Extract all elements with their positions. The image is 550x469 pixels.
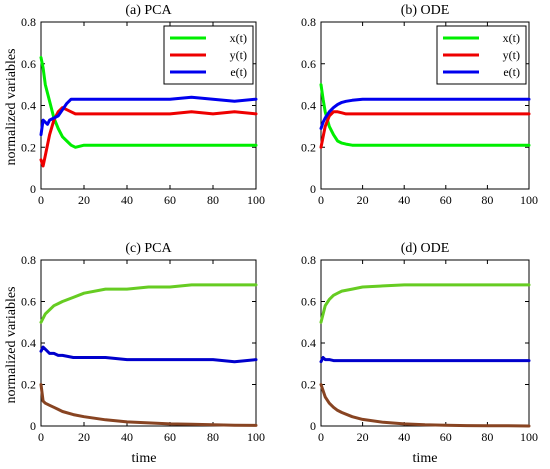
x-tick-label: 100 bbox=[247, 193, 265, 207]
panel-3: 0 20 40 60 80 100 0 0.2 0.4 0.6 0.8 (d) ODE bbox=[301, 241, 538, 444]
y-tick-label: 0.8 bbox=[301, 253, 316, 267]
legend-label: x(t) bbox=[230, 31, 247, 45]
y-tick-label: 0.8 bbox=[21, 15, 36, 29]
x-tick-label: 100 bbox=[247, 430, 265, 444]
legend-label: x(t) bbox=[503, 31, 520, 45]
y-tick-label: 0.6 bbox=[301, 295, 316, 309]
y-tick-label: 0 bbox=[310, 419, 316, 433]
x-tick-label: 80 bbox=[207, 430, 219, 444]
series-line-1 bbox=[319, 356, 531, 364]
panel-title: (b) ODE bbox=[401, 3, 450, 18]
series-line-0 bbox=[39, 283, 258, 324]
y-tick-label: 0 bbox=[30, 182, 36, 196]
legend: x(t) y(t) e(t) bbox=[163, 25, 254, 85]
x-tick-label: 0 bbox=[38, 430, 44, 444]
y-tick-label: 0.2 bbox=[21, 140, 36, 154]
y-tick-label: 0.4 bbox=[301, 336, 316, 350]
series-line-0 bbox=[319, 83, 531, 147]
y-tick-label: 0 bbox=[310, 182, 316, 196]
x-tick-label: 60 bbox=[440, 430, 452, 444]
x-tick-label: 60 bbox=[164, 430, 176, 444]
y-tick-label: 0 bbox=[30, 419, 36, 433]
panel-0: 0 20 40 60 80 100 0 0.2 0.4 0.6 0.8 (a) PCA x(t) y(t)… bbox=[21, 3, 265, 207]
x-tick-label: 100 bbox=[520, 193, 538, 207]
y-tick-label: 0.2 bbox=[301, 140, 316, 154]
x-tick-label: 20 bbox=[357, 193, 369, 207]
legend-label: e(t) bbox=[230, 65, 247, 79]
y-tick-label: 0.8 bbox=[301, 15, 316, 29]
x-tick-label: 80 bbox=[481, 430, 493, 444]
panel-2: 0 20 40 60 80 100 0 0.2 0.4 0.6 0.8 (c) PCA bbox=[21, 241, 265, 444]
x-tick-label: 20 bbox=[78, 430, 90, 444]
y-tick-label: 0.4 bbox=[21, 99, 36, 113]
legend-label: y(t) bbox=[230, 48, 247, 62]
x-tick-label: 100 bbox=[520, 430, 538, 444]
series-line-2 bbox=[39, 383, 258, 427]
x-tick-label: 0 bbox=[318, 193, 324, 207]
x-tick-label: 0 bbox=[318, 430, 324, 444]
y-tick-label: 0.4 bbox=[301, 99, 316, 113]
x-tick-label: 40 bbox=[121, 430, 133, 444]
y-axis-label-bottom: normalized variables bbox=[4, 286, 19, 403]
x-axis-label-right: time bbox=[413, 451, 438, 466]
y-tick-label: 0.6 bbox=[21, 57, 36, 71]
chart-panels: 0 20 40 60 80 100 0 0.2 0.4 0.6 0.8 (a) PCA x(t) y(t)… bbox=[21, 3, 538, 444]
series-line-1 bbox=[319, 110, 531, 149]
x-tick-label: 20 bbox=[357, 430, 369, 444]
y-tick-label: 0.2 bbox=[21, 378, 36, 392]
legend-label: e(t) bbox=[503, 65, 520, 79]
x-tick-label: 80 bbox=[481, 193, 493, 207]
x-tick-label: 40 bbox=[121, 193, 133, 207]
x-tick-label: 60 bbox=[164, 193, 176, 207]
series-line-2 bbox=[39, 95, 258, 137]
y-tick-label: 0.2 bbox=[301, 378, 316, 392]
x-tick-label: 80 bbox=[207, 193, 219, 207]
legend-label: y(t) bbox=[503, 48, 520, 62]
x-axis-label-left: time bbox=[132, 451, 157, 466]
x-tick-label: 20 bbox=[78, 193, 90, 207]
x-tick-label: 60 bbox=[440, 193, 452, 207]
legend: x(t) y(t) e(t) bbox=[436, 25, 527, 85]
panel-title: (a) PCA bbox=[125, 3, 172, 18]
series-line-2 bbox=[319, 383, 531, 428]
y-tick-label: 0.6 bbox=[301, 57, 316, 71]
y-axis-label-top: normalized variables bbox=[4, 48, 19, 165]
series-line-1 bbox=[39, 106, 258, 168]
series-line-1 bbox=[39, 345, 258, 364]
series-line-0 bbox=[39, 56, 258, 149]
y-tick-label: 0.6 bbox=[21, 295, 36, 309]
panel-1: 0 20 40 60 80 100 0 0.2 0.4 0.6 0.8 (b) ODE x(t) y(t)… bbox=[301, 3, 538, 207]
x-tick-label: 40 bbox=[398, 430, 410, 444]
series-line-0 bbox=[319, 283, 531, 324]
y-tick-label: 0.4 bbox=[21, 336, 36, 350]
panel-title: (d) ODE bbox=[401, 241, 450, 256]
y-tick-label: 0.8 bbox=[21, 253, 36, 267]
x-tick-label: 40 bbox=[398, 193, 410, 207]
panel-title: (c) PCA bbox=[125, 241, 172, 256]
series-line-2 bbox=[319, 97, 531, 130]
x-tick-label: 0 bbox=[38, 193, 44, 207]
